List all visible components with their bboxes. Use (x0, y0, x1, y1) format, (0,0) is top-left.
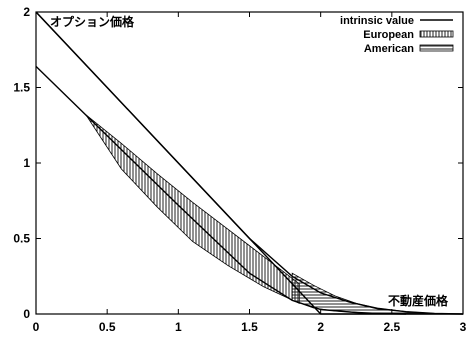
x-tick-label: 1.5 (241, 320, 258, 334)
legend-label: European (363, 29, 414, 41)
x-tick-label: 2.5 (383, 320, 400, 334)
x-axis-annotation: 不動産価格 (388, 293, 449, 308)
x-tick-label: 0 (33, 320, 40, 334)
legend: intrinsic value European American (340, 15, 453, 55)
legend-label: intrinsic value (340, 15, 414, 27)
band-european (86, 115, 299, 304)
y-tick-label: 1.5 (13, 81, 30, 95)
legend-swatch (420, 45, 453, 51)
y-axis-annotation: オプション価格 (50, 14, 135, 29)
legend-swatch (420, 31, 453, 37)
y-tick-label: 0.5 (13, 232, 30, 246)
legend-label: American (364, 43, 414, 55)
y-tick-label: 0 (23, 307, 30, 321)
shaded-bands (86, 115, 435, 314)
series-line-european (36, 66, 406, 314)
x-tick-label: 3 (460, 320, 467, 334)
x-tick-label: 0.5 (99, 320, 116, 334)
x-tick-label: 1 (175, 320, 182, 334)
y-tick-label: 1 (23, 156, 30, 170)
y-tick-label: 2 (23, 5, 30, 19)
x-axis-ticks: 0 0.5 1 1.5 2 2.5 3 (33, 12, 467, 334)
x-tick-label: 2 (317, 320, 324, 334)
